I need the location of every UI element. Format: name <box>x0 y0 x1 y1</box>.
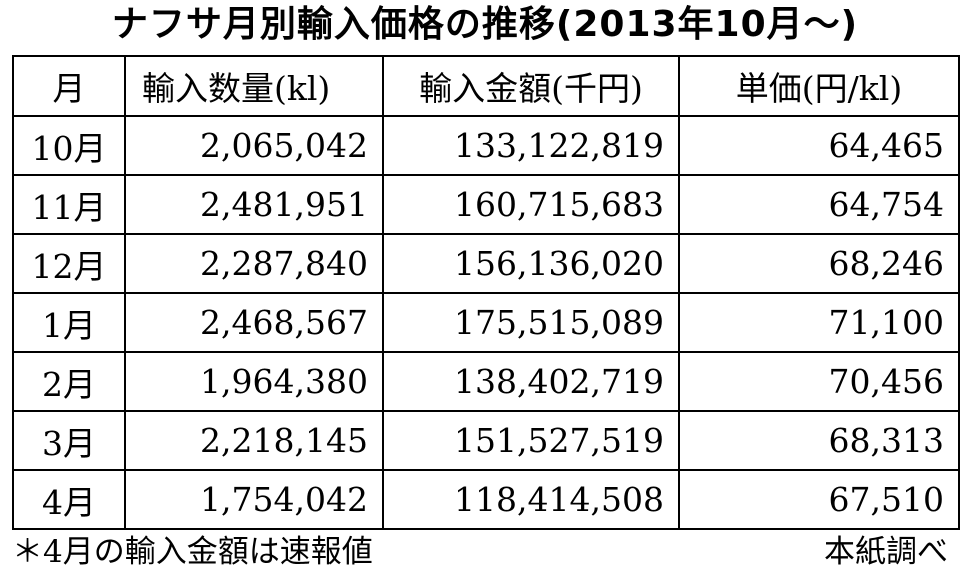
month-cell: 4月 <box>12 469 126 530</box>
table-header-row: 月 輸入数量(kl) 輸入金額(千円) 単価(円/kl) <box>12 55 960 117</box>
unit-price-cell: 68,246 <box>678 233 960 294</box>
amount-cell: 175,515,089 <box>382 292 680 353</box>
table-row: 2月 1,964,380 138,402,719 70,456 <box>12 351 960 412</box>
column-header-unit-price: 単価(円/kl) <box>678 55 960 117</box>
page-title: ナフサ月別輸入価格の推移(2013年10月〜) <box>111 4 859 45</box>
unit-price-cell: 64,754 <box>678 174 960 235</box>
table-row: 10月 2,065,042 133,122,819 64,465 <box>12 115 960 176</box>
footnote: ＊4月の輸入金額は速報値 <box>12 534 373 570</box>
source-credit: 本紙調べ <box>824 534 948 570</box>
footer: ＊4月の輸入金額は速報値 本紙調べ <box>12 530 958 574</box>
amount-cell: 156,136,020 <box>382 233 680 294</box>
unit-price-cell: 67,510 <box>678 469 960 530</box>
unit-price-cell: 64,465 <box>678 115 960 176</box>
column-header-month: 月 <box>12 55 126 117</box>
column-header-quantity: 輸入数量(kl) <box>124 55 384 117</box>
quantity-cell: 2,468,567 <box>124 292 384 353</box>
amount-cell: 118,414,508 <box>382 469 680 530</box>
month-cell: 2月 <box>12 351 126 412</box>
table-row: 12月 2,287,840 156,136,020 68,246 <box>12 233 960 294</box>
table-row: 3月 2,218,145 151,527,519 68,313 <box>12 410 960 471</box>
month-cell: 1月 <box>12 292 126 353</box>
quantity-cell: 2,287,840 <box>124 233 384 294</box>
table-row: 4月 1,754,042 118,414,508 67,510 <box>12 469 960 530</box>
unit-price-cell: 70,456 <box>678 351 960 412</box>
quantity-cell: 1,964,380 <box>124 351 384 412</box>
amount-cell: 151,527,519 <box>382 410 680 471</box>
import-price-table: 月 輸入数量(kl) 輸入金額(千円) 単価(円/kl) 10月 2,065,0… <box>12 55 960 530</box>
month-cell: 10月 <box>12 115 126 176</box>
table-row: 11月 2,481,951 160,715,683 64,754 <box>12 174 960 235</box>
unit-price-cell: 68,313 <box>678 410 960 471</box>
amount-cell: 138,402,719 <box>382 351 680 412</box>
table-row: 1月 2,468,567 175,515,089 71,100 <box>12 292 960 353</box>
column-header-amount: 輸入金額(千円) <box>382 55 680 117</box>
quantity-cell: 2,481,951 <box>124 174 384 235</box>
month-cell: 12月 <box>12 233 126 294</box>
quantity-cell: 2,218,145 <box>124 410 384 471</box>
month-cell: 11月 <box>12 174 126 235</box>
unit-price-cell: 71,100 <box>678 292 960 353</box>
amount-cell: 160,715,683 <box>382 174 680 235</box>
quantity-cell: 2,065,042 <box>124 115 384 176</box>
month-cell: 3月 <box>12 410 126 471</box>
amount-cell: 133,122,819 <box>382 115 680 176</box>
quantity-cell: 1,754,042 <box>124 469 384 530</box>
